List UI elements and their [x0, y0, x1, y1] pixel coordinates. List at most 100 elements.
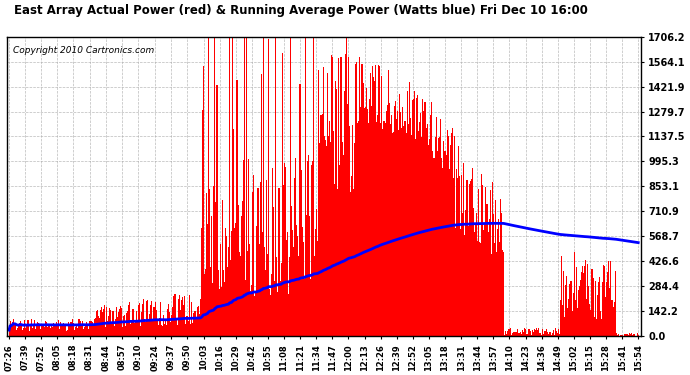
Bar: [110, 310, 112, 336]
Bar: [14, 324, 15, 336]
Bar: [626, 334, 627, 336]
Bar: [482, 185, 483, 336]
Bar: [228, 247, 229, 336]
Bar: [133, 324, 135, 336]
Bar: [138, 305, 139, 336]
Bar: [291, 206, 292, 336]
Bar: [62, 326, 63, 336]
Bar: [155, 310, 157, 336]
Bar: [307, 161, 308, 336]
Bar: [613, 302, 615, 336]
Bar: [259, 182, 261, 336]
Bar: [430, 115, 431, 336]
Bar: [484, 224, 486, 336]
Bar: [28, 331, 30, 336]
Bar: [21, 326, 22, 336]
Bar: [485, 187, 486, 336]
Bar: [371, 106, 372, 336]
Bar: [360, 107, 362, 336]
Bar: [539, 333, 540, 336]
Bar: [417, 95, 418, 336]
Bar: [170, 321, 171, 336]
Bar: [566, 276, 567, 336]
Bar: [99, 318, 100, 336]
Bar: [441, 158, 442, 336]
Bar: [118, 312, 119, 336]
Bar: [516, 332, 517, 336]
Bar: [535, 330, 536, 336]
Bar: [181, 300, 182, 336]
Bar: [327, 72, 328, 336]
Bar: [149, 314, 150, 336]
Bar: [489, 219, 490, 336]
Bar: [493, 214, 494, 336]
Bar: [359, 57, 360, 336]
Bar: [380, 123, 382, 336]
Bar: [621, 335, 622, 336]
Bar: [375, 65, 376, 336]
Bar: [372, 66, 373, 336]
Bar: [284, 163, 285, 336]
Bar: [609, 288, 611, 336]
Bar: [55, 326, 56, 336]
Bar: [542, 328, 543, 336]
Bar: [450, 146, 451, 336]
Text: East Array Actual Power (red) & Running Average Power (Watts blue) Fri Dec 10 16: East Array Actual Power (red) & Running …: [14, 4, 588, 17]
Bar: [434, 158, 435, 336]
Bar: [101, 307, 102, 336]
Bar: [52, 323, 54, 336]
Bar: [292, 230, 293, 336]
Bar: [531, 330, 533, 336]
Bar: [59, 329, 60, 336]
Bar: [457, 177, 458, 336]
Bar: [448, 170, 450, 336]
Bar: [177, 298, 179, 336]
Bar: [229, 37, 230, 336]
Bar: [461, 175, 462, 336]
Bar: [204, 274, 205, 336]
Bar: [444, 151, 446, 336]
Bar: [337, 189, 338, 336]
Bar: [629, 333, 631, 336]
Bar: [201, 110, 203, 336]
Bar: [555, 331, 557, 336]
Bar: [83, 329, 84, 336]
Bar: [558, 329, 559, 336]
Bar: [147, 300, 148, 336]
Bar: [75, 327, 76, 336]
Bar: [478, 189, 479, 336]
Bar: [344, 91, 345, 336]
Bar: [366, 109, 368, 336]
Bar: [541, 335, 542, 336]
Bar: [400, 112, 402, 336]
Bar: [342, 155, 344, 336]
Bar: [334, 184, 335, 336]
Bar: [346, 104, 348, 336]
Bar: [329, 121, 330, 336]
Bar: [420, 113, 422, 336]
Bar: [205, 269, 206, 336]
Bar: [79, 320, 80, 336]
Bar: [364, 107, 366, 336]
Bar: [486, 204, 488, 336]
Bar: [595, 319, 597, 336]
Bar: [544, 331, 545, 336]
Bar: [128, 305, 129, 336]
Bar: [525, 329, 526, 336]
Bar: [545, 332, 546, 336]
Bar: [454, 136, 455, 336]
Bar: [317, 241, 318, 336]
Bar: [171, 315, 172, 336]
Bar: [526, 334, 527, 336]
Bar: [459, 176, 460, 336]
Bar: [506, 334, 507, 336]
Bar: [406, 91, 408, 336]
Bar: [208, 37, 209, 336]
Bar: [206, 193, 207, 336]
Bar: [513, 332, 514, 336]
Bar: [580, 280, 581, 336]
Bar: [496, 252, 497, 336]
Bar: [481, 174, 482, 336]
Bar: [402, 106, 404, 336]
Bar: [207, 224, 208, 336]
